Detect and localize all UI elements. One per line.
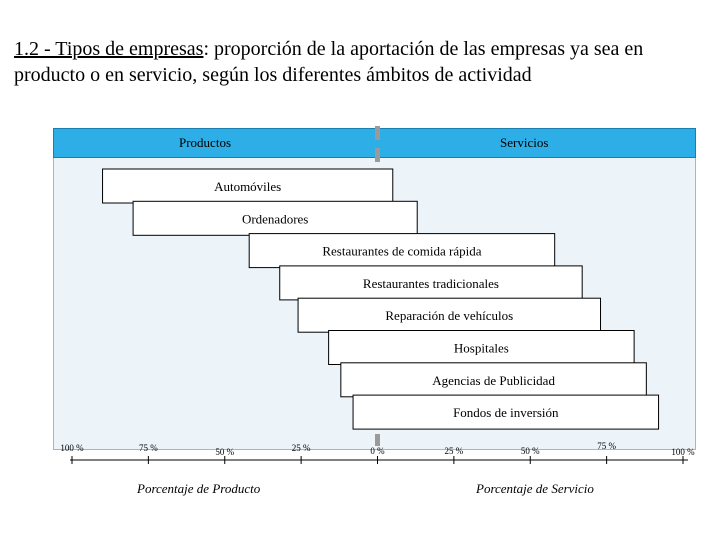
bar-2 bbox=[132, 200, 418, 236]
header-productos: Productos bbox=[179, 135, 231, 150]
tick-producto-75-label: 75 % bbox=[139, 443, 158, 453]
bar-5 bbox=[297, 297, 602, 333]
bar-label-3: Restaurantes de comida rápida bbox=[322, 244, 481, 259]
bar-label-5: Reparación de vehículos bbox=[385, 308, 513, 323]
tick-producto-25-label: 25 % bbox=[292, 443, 311, 453]
bar-7 bbox=[340, 362, 647, 398]
chart-title: 1.2 - Tipos de empresas: proporción de l… bbox=[14, 36, 714, 88]
tick-servicio-25-label: 25 % bbox=[445, 446, 464, 456]
tick-servicio-100-label: 100 % bbox=[671, 447, 695, 457]
tick-servicio-75-label: 75 % bbox=[597, 441, 616, 451]
bar-6 bbox=[328, 330, 635, 365]
tick-producto-100-label: 100 % bbox=[60, 443, 84, 453]
header-band bbox=[53, 128, 696, 158]
bar-label-6: Hospitales bbox=[454, 341, 509, 356]
bar-label-8: Fondos de inversión bbox=[453, 405, 559, 420]
bar-label-7: Agencias de Publicidad bbox=[432, 373, 555, 388]
tick-producto-50-label: 50 % bbox=[215, 447, 234, 457]
title-description: : proporción de la aportación de las emp… bbox=[14, 38, 644, 86]
title-topic: 1.2 - Tipos de empresas bbox=[14, 38, 204, 60]
bar-label-2: Ordenadores bbox=[242, 211, 308, 226]
header-servicios: Servicios bbox=[500, 135, 549, 150]
bar-1 bbox=[102, 168, 394, 204]
axis-title-producto: Porcentaje de Producto bbox=[137, 481, 261, 496]
tick-center-0-label: 0 % bbox=[370, 446, 385, 456]
bar-8 bbox=[352, 394, 660, 430]
bar-label-1: Automóviles bbox=[214, 179, 281, 194]
bar-3 bbox=[248, 233, 556, 269]
bar-label-4: Restaurantes tradicionales bbox=[363, 276, 499, 291]
axis-title-servicio: Porcentaje de Servicio bbox=[476, 481, 594, 496]
bar-4 bbox=[279, 265, 583, 301]
tick-servicio-50-label: 50 % bbox=[521, 446, 540, 456]
